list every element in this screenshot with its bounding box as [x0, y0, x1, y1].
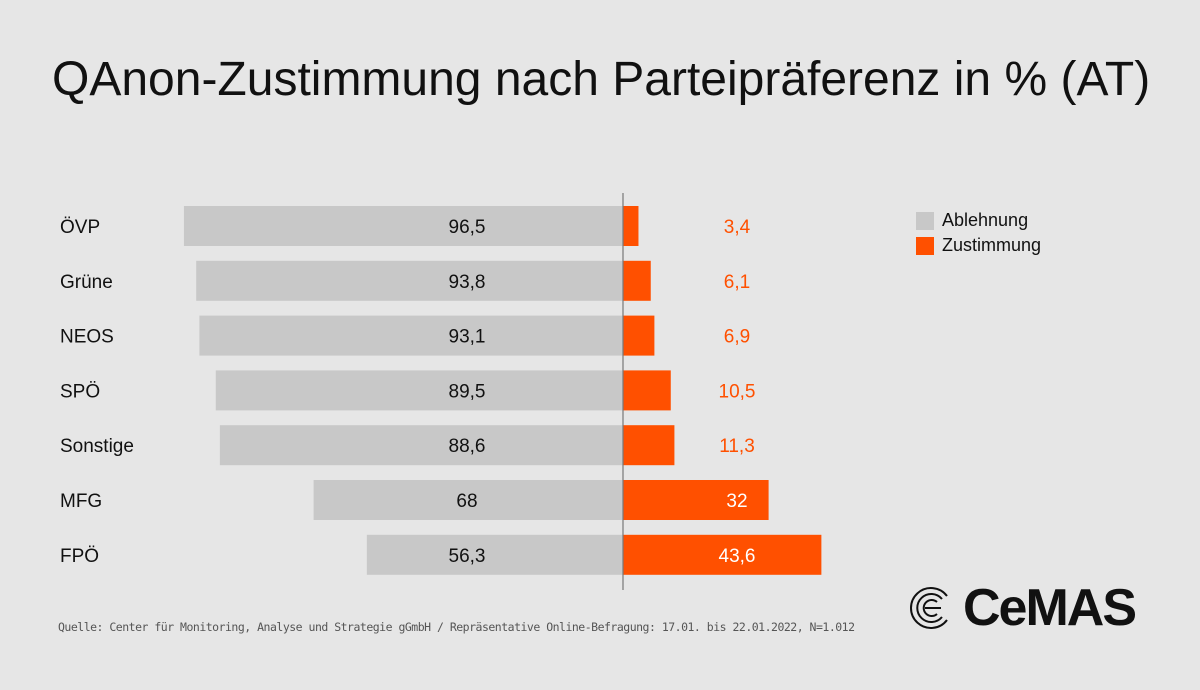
category-label: MFG: [60, 491, 102, 512]
category-label: Grüne: [60, 272, 113, 293]
legend-label: Zustimmung: [942, 235, 1042, 255]
category-label: NEOS: [60, 327, 114, 348]
value-label-ablehnung: 56,3: [449, 546, 486, 567]
bar-ablehnung: [313, 480, 623, 520]
source-note: Quelle: Center für Monitoring, Analyse u…: [58, 620, 855, 634]
category-label: SPÖ: [60, 381, 100, 402]
bar-zustimmung: [623, 370, 671, 411]
bar-zustimmung: [623, 315, 655, 356]
legend-label: Ablehnung: [942, 210, 1029, 230]
value-label-zustimmung: 43,6: [719, 546, 756, 567]
chart-title: QAnon-Zustimmung nach Parteipräferenz in…: [52, 53, 1151, 106]
bar-ablehnung: [199, 315, 623, 356]
value-label-ablehnung: 93,8: [449, 272, 486, 293]
bar-zustimmung: [623, 480, 769, 520]
value-label-zustimmung: 32: [726, 491, 747, 512]
value-label-ablehnung: 96,5: [449, 217, 486, 238]
bar-ablehnung: [366, 534, 623, 575]
bar-zustimmung: [623, 534, 822, 575]
value-label-zustimmung: 3,4: [724, 217, 751, 238]
value-label-ablehnung: 68: [456, 491, 477, 512]
bar-zustimmung: [623, 260, 651, 301]
value-label-ablehnung: 93,1: [449, 327, 486, 348]
cemas-logo-icon: [910, 587, 948, 629]
bar-ablehnung: [219, 425, 623, 466]
category-label: FPÖ: [60, 546, 99, 567]
legend-item-zustimmung: Zustimmung: [916, 235, 1041, 256]
bar-ablehnung: [215, 370, 623, 411]
bar-zustimmung: [623, 206, 639, 246]
bar-zustimmung: [623, 425, 675, 466]
bar-ablehnung: [183, 206, 624, 246]
value-label-zustimmung: 10,5: [719, 381, 756, 402]
value-label-zustimmung: 6,9: [724, 327, 750, 348]
bar-ablehnung: [196, 260, 623, 301]
legend-swatch-zustimmung: [916, 236, 934, 255]
value-label-ablehnung: 89,5: [449, 381, 486, 402]
value-label-ablehnung: 88,6: [449, 436, 486, 457]
category-label: Sonstige: [60, 436, 134, 457]
legend-item-ablehnung: Ablehnung: [916, 210, 1028, 231]
logo-text: CeMAS: [963, 579, 1137, 637]
value-label-zustimmung: 11,3: [719, 436, 755, 457]
category-label: ÖVP: [60, 217, 100, 238]
value-label-zustimmung: 6,1: [724, 272, 750, 293]
legend-swatch-ablehnung: [916, 211, 934, 230]
cemas-logo: CeMAS: [907, 579, 1137, 637]
